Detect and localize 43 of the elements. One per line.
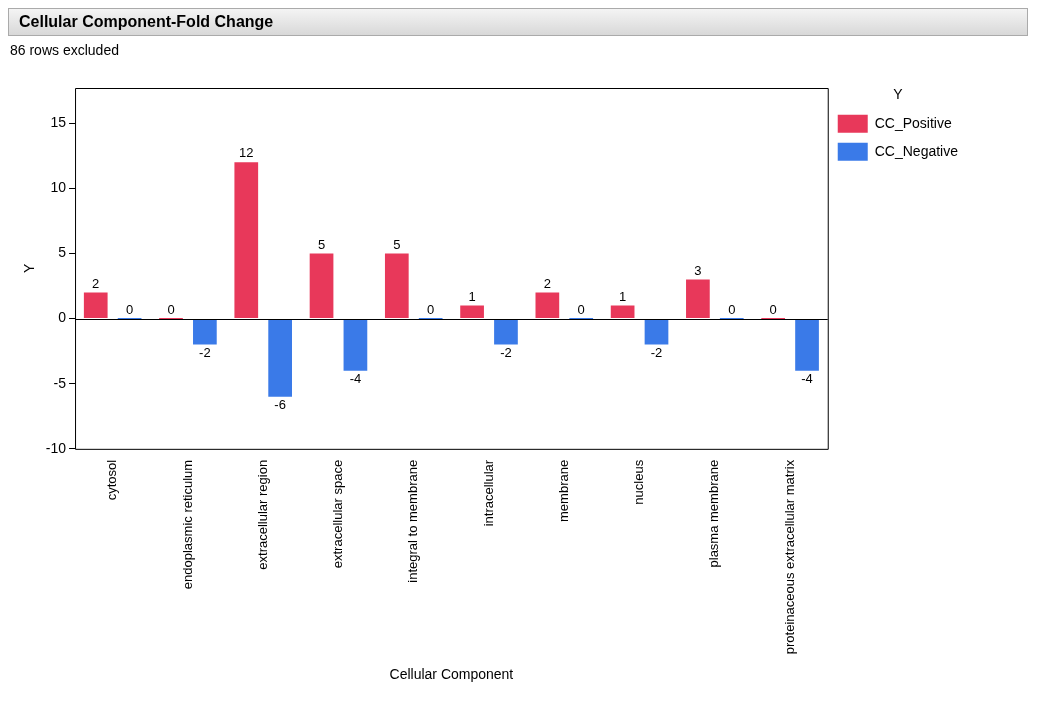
y-tick-label: -10 — [45, 439, 67, 456]
data-label: -2 — [500, 344, 512, 360]
x-tick-label: intracellular — [480, 459, 496, 527]
data-label: 1 — [619, 288, 627, 304]
data-label: 3 — [694, 262, 702, 278]
y-axis-title: Y — [21, 263, 38, 274]
data-label: -2 — [199, 344, 211, 360]
legend-label: CC_Negative — [874, 142, 959, 159]
data-label: 1 — [468, 288, 476, 304]
data-label: -4 — [801, 370, 813, 386]
x-tick-label: proteinaceous extracellular matrix — [781, 459, 797, 655]
data-label: 2 — [543, 275, 551, 291]
legend-title: Y — [893, 85, 904, 102]
data-label: 0 — [728, 302, 736, 318]
y-tick-label: 0 — [58, 309, 67, 326]
data-label: 0 — [125, 302, 134, 318]
y-tick-label: 15 — [50, 114, 67, 131]
data-label: 12 — [239, 145, 254, 161]
y-tick-label: 5 — [58, 244, 67, 261]
data-label: -4 — [349, 370, 362, 386]
x-tick-label: plasma membrane — [706, 459, 722, 568]
data-label: 0 — [769, 302, 777, 318]
data-label: 5 — [317, 236, 326, 252]
data-label: 5 — [393, 236, 401, 252]
data-label: 0 — [427, 302, 435, 318]
legend-label: CC_Positive — [874, 114, 952, 131]
x-tick-label: extracellular region — [254, 459, 270, 570]
chart-subtitle: 86 rows excluded — [10, 42, 120, 58]
y-tick-label: 10 — [50, 179, 67, 196]
chart-title: Cellular Component-Fold Change — [8, 8, 1028, 36]
data-label: -6 — [274, 396, 286, 412]
x-tick-label: membrane — [555, 459, 571, 522]
y-tick-label: -5 — [53, 374, 67, 391]
x-tick-label: cytosol — [104, 459, 120, 501]
x-tick-label: extracellular space — [330, 459, 346, 569]
data-label: 2 — [92, 275, 100, 291]
x-tick-label: endoplasmic reticulum — [179, 459, 195, 590]
data-label: 0 — [167, 302, 175, 318]
data-label: 0 — [577, 302, 585, 318]
x-axis-title: Cellular Component — [389, 666, 514, 683]
x-tick-label: integral to membrane — [405, 459, 421, 583]
data-label: -2 — [650, 344, 663, 360]
x-tick-label: nucleus — [631, 459, 647, 505]
